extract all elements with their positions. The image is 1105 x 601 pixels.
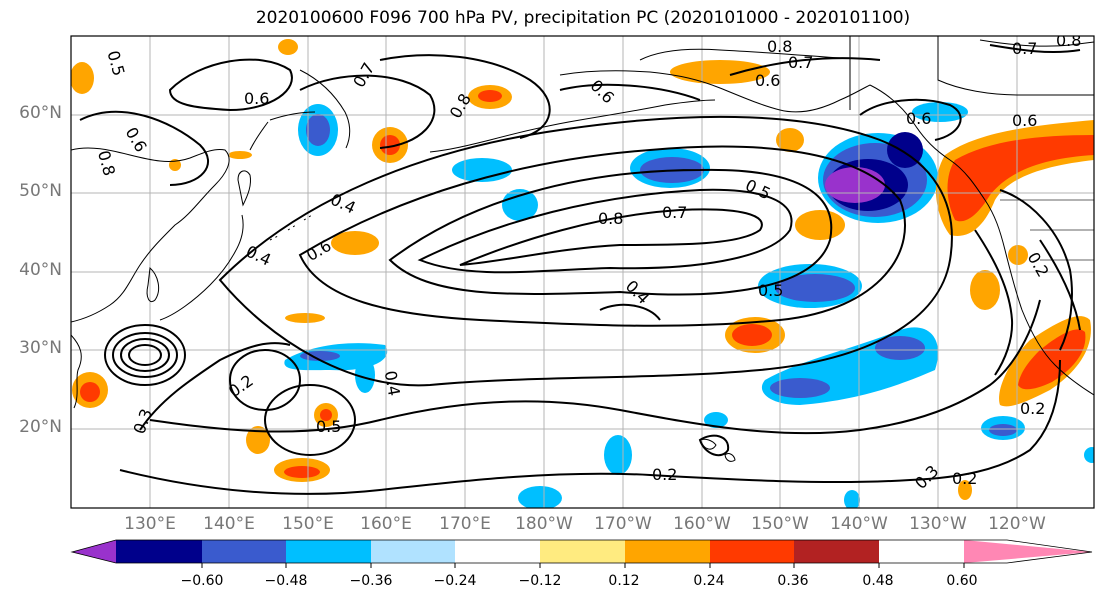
- colorbar-tick-label: −0.12: [518, 573, 562, 589]
- lon-label: 140°W: [830, 514, 888, 534]
- lon-label: 130°E: [124, 514, 176, 534]
- lon-label: 160°E: [360, 514, 412, 534]
- contour-label: 0.6: [755, 71, 780, 90]
- colorbar-segment: [794, 540, 879, 563]
- lon-label: 150°W: [751, 514, 809, 534]
- lat-label: 20°N: [19, 417, 62, 437]
- colorbar-tick-label: −0.60: [180, 573, 224, 589]
- contour-label: 0.8: [767, 37, 792, 56]
- contour-label: 0.8: [598, 209, 623, 228]
- colorbar-tick-label: 0.12: [608, 573, 640, 589]
- contour-label: 0.7: [788, 53, 813, 72]
- lat-label: 60°N: [19, 103, 62, 123]
- colorbar: [70, 539, 1093, 568]
- colorbar-extend-high: [964, 540, 1092, 563]
- map-title: 2020100600 F096 700 hPa PV, precipitatio…: [255, 8, 911, 28]
- lat-label: 50°N: [19, 181, 62, 201]
- lon-label: 180°W: [515, 514, 573, 534]
- colorbar-segment: [455, 540, 540, 563]
- colorbar-segment: [710, 540, 794, 563]
- lon-label: 170°E: [439, 514, 491, 534]
- contour-label: 0.6: [244, 89, 269, 108]
- colorbar-segment: [625, 540, 710, 563]
- colorbar-ticks: [201, 563, 965, 568]
- contour-label: 0.5: [758, 281, 783, 300]
- lat-label: 30°N: [19, 338, 62, 358]
- contour-label: 0.2: [1020, 399, 1045, 418]
- contour-label: 0.6: [906, 109, 931, 128]
- map-frame: [70, 35, 1095, 509]
- lon-label: 120°W: [988, 514, 1046, 534]
- colorbar-segment: [116, 540, 202, 563]
- colorbar-segment: [286, 540, 371, 563]
- contour-label: 0.4: [381, 369, 404, 397]
- contour-label: 0.5: [316, 417, 341, 436]
- pv-contours: [79, 44, 1081, 495]
- contour-label: 0.6: [1012, 111, 1037, 130]
- colorbar-segments: [116, 540, 879, 563]
- contour-label: 0.7: [662, 203, 687, 222]
- colorbar-segment: [540, 540, 625, 563]
- colorbar-tick-label: −0.48: [264, 573, 308, 589]
- colorbar-segment: [202, 540, 286, 563]
- colorbar-extend-low: [72, 540, 116, 563]
- colorbar-tick-label: −0.24: [433, 573, 477, 589]
- lon-label: 130°W: [909, 514, 967, 534]
- colorbar-tick-label: 0.48: [862, 573, 894, 589]
- colorbar-outline: [70, 539, 1093, 564]
- lon-label: 170°W: [594, 514, 652, 534]
- graticule: [71, 36, 1094, 508]
- contour-label: 0.2: [952, 469, 977, 488]
- contour-label: 0.7: [1012, 39, 1037, 58]
- contour-label: 0.8: [1056, 31, 1081, 50]
- contour-label: 0.2: [652, 465, 677, 484]
- lon-label: 150°E: [282, 514, 334, 534]
- colorbar-tick-label: 0.36: [777, 573, 809, 589]
- lat-label: 40°N: [19, 260, 62, 280]
- coastlines: [71, 36, 1094, 462]
- colorbar-tick-label: −0.36: [349, 573, 393, 589]
- colorbar-tick-label: 0.24: [693, 573, 725, 589]
- colorbar-segment: [371, 540, 455, 563]
- colorbar-tick-label: 0.60: [946, 573, 978, 589]
- lon-label: 140°E: [203, 514, 255, 534]
- lon-label: 160°W: [673, 514, 731, 534]
